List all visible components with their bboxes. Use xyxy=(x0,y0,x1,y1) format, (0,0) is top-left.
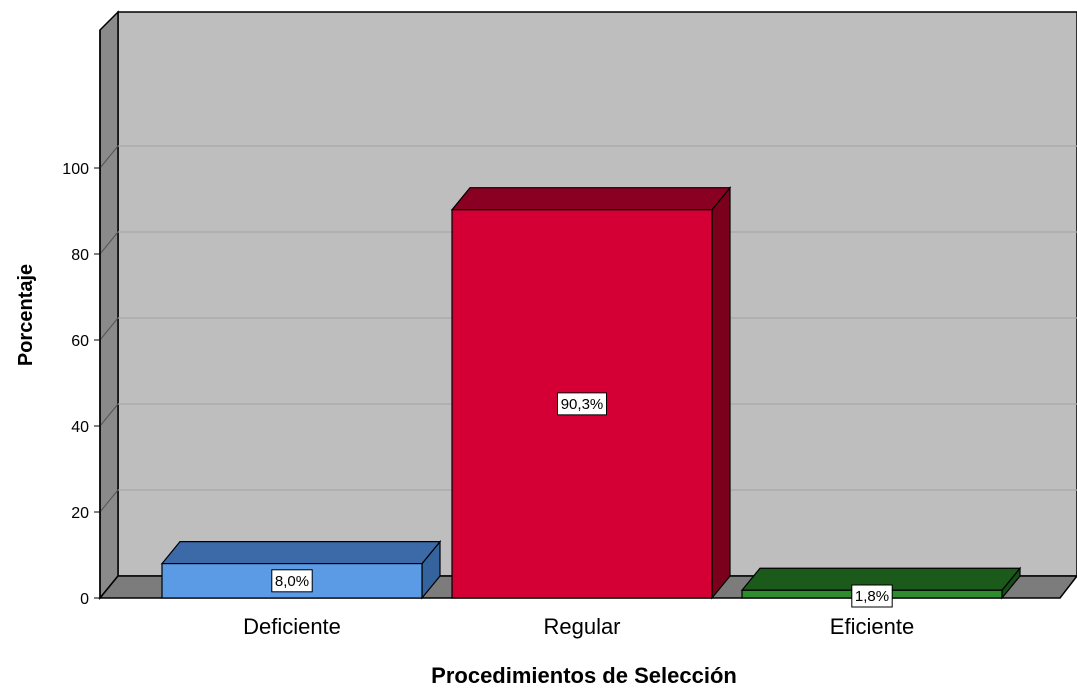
y-tick-label: 40 xyxy=(71,419,89,436)
bars: 8,0% 90,3% 1,8% xyxy=(160,186,1022,608)
x-axis-tick-labels: Deficiente Regular Eficiente xyxy=(243,614,914,639)
y-tick-label: 100 xyxy=(62,161,89,178)
data-label: 1,8% xyxy=(851,584,893,608)
data-label: 8,0% xyxy=(271,569,313,593)
y-tick-label: 80 xyxy=(71,247,89,264)
y-tick-label: 0 xyxy=(80,591,89,608)
x-tick-label: Deficiente xyxy=(243,614,341,639)
bar-deficiente: 8,0% xyxy=(160,539,442,600)
y-tick-label: 60 xyxy=(71,333,89,350)
data-label: 90,3% xyxy=(557,392,607,416)
grid-line-side xyxy=(99,317,119,341)
bar-side xyxy=(711,186,731,600)
y-tick-label: 20 xyxy=(71,505,89,522)
x-tick-label: Eficiente xyxy=(830,614,914,639)
svg-text:90,3%: 90,3% xyxy=(561,396,604,413)
x-axis-label: Procedimientos de Selección xyxy=(431,663,737,688)
grid-line-side xyxy=(99,403,119,427)
grid-line-side xyxy=(99,231,119,255)
y-axis-label: Porcentaje xyxy=(15,264,37,366)
bar-regular: 90,3% xyxy=(450,186,732,600)
y-axis-ticks: 0 20 40 60 80 100 xyxy=(62,30,101,608)
svg-text:1,8%: 1,8% xyxy=(855,588,889,605)
grid-line-side xyxy=(99,145,119,169)
bar-top xyxy=(160,540,442,565)
bar-top xyxy=(450,187,732,211)
bar-eficiente: 1,8% xyxy=(740,566,1022,608)
x-tick-label: Regular xyxy=(543,614,620,639)
grid-line-side xyxy=(99,489,119,513)
svg-text:8,0%: 8,0% xyxy=(275,573,309,590)
side-wall xyxy=(99,10,119,601)
